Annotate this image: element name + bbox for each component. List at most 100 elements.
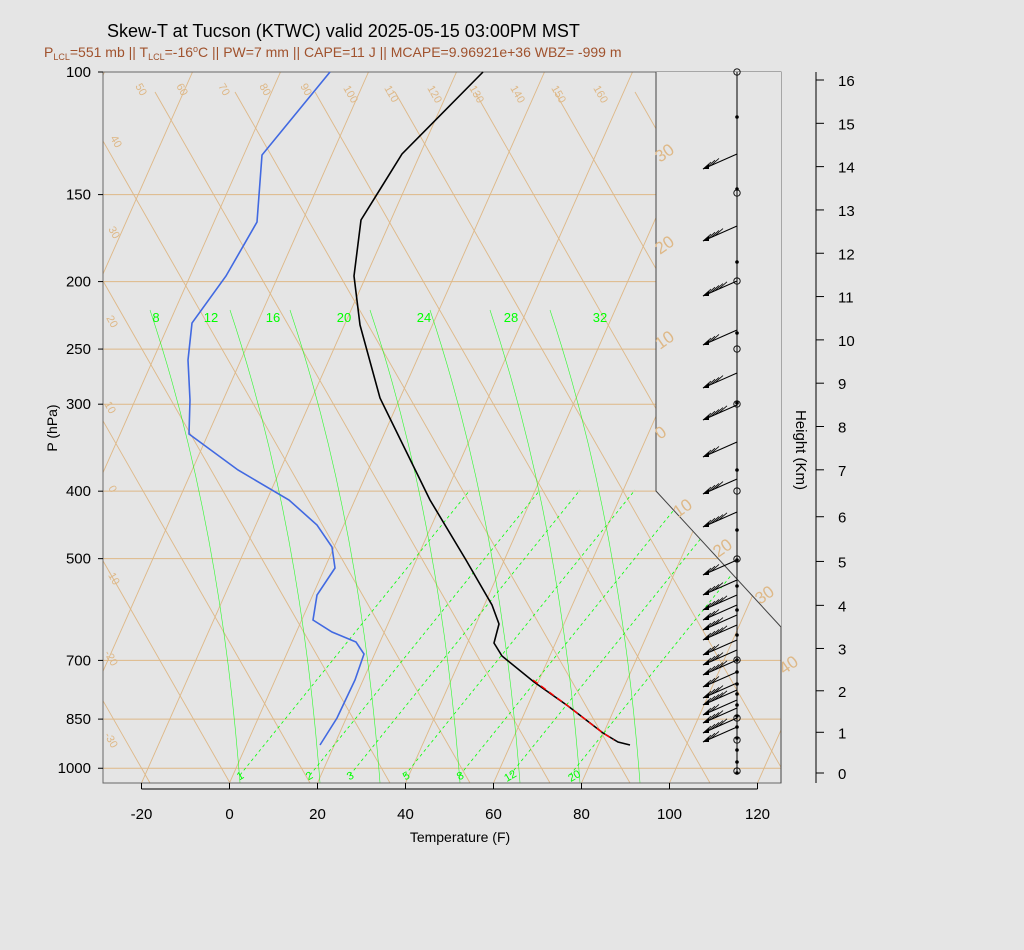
height-tick-label: 5	[838, 554, 846, 571]
wind-barb-flag	[702, 380, 712, 389]
wind-barb-flag	[702, 486, 712, 495]
isotherm-label: 70	[215, 82, 232, 99]
degree-sign: o	[193, 44, 199, 54]
wind-barb-flag	[714, 375, 724, 383]
wind-barb-flag	[710, 694, 720, 702]
wind-barb-flag	[714, 617, 724, 625]
x-tick-label: 60	[485, 806, 502, 823]
dry-adiabat-label: 20	[103, 314, 120, 331]
isotherm-label: 100	[340, 84, 360, 106]
mixing-ratio-label: 2	[304, 770, 315, 783]
wind-barb-pennant	[703, 660, 709, 665]
wind-barb-flag	[714, 627, 724, 635]
height-tick-label: 11	[838, 290, 854, 307]
wind-barb-flag	[714, 685, 724, 693]
wind-barb	[702, 478, 738, 495]
wind-barb-pennant	[703, 625, 709, 630]
y-tick-label: 300	[66, 396, 91, 413]
x-tick-label: 80	[573, 806, 590, 823]
wind-barb-flag	[710, 516, 720, 524]
wind-barb-flag	[714, 692, 724, 700]
isotherm-line	[103, 72, 281, 474]
y-axis-label: P (hPa)	[44, 404, 60, 451]
mixing-ratio-label: 5	[401, 770, 412, 783]
wind-barb-flag	[702, 647, 712, 656]
wind-barb	[702, 329, 738, 346]
wind-barb-flag	[702, 337, 712, 346]
wind-barb-flag	[710, 377, 720, 385]
mixing-ratio-line	[239, 489, 471, 776]
wind-barb-pennant	[703, 340, 709, 345]
mixing-ratio-line	[349, 489, 581, 776]
wind-barb-pennant	[703, 737, 709, 742]
wind-barb-pennant	[703, 236, 709, 241]
wind-barb-flag	[702, 612, 712, 621]
mixing-ratio-line	[569, 512, 781, 776]
wind-barb	[702, 594, 738, 611]
wind-level-dot	[735, 528, 739, 532]
isotherm-label: 140	[507, 84, 527, 106]
wind-barb	[702, 511, 738, 528]
wind-barb-pennant	[703, 650, 709, 655]
wind-level-dot	[735, 260, 739, 264]
dry-adiabat-label: -30	[101, 731, 119, 751]
mixing-ratio-label: 3	[345, 770, 356, 783]
wind-barb-flag	[714, 652, 724, 660]
wind-barb-flag	[710, 599, 720, 607]
isotherm-line	[0, 72, 17, 783]
wind-barb-flag	[702, 622, 712, 631]
wind-barb-flag	[702, 233, 712, 242]
wind-barb-flag	[702, 690, 712, 699]
isotherm-line	[317, 72, 633, 783]
wind-level-dot	[735, 608, 739, 612]
wind-barb	[702, 717, 738, 734]
isotherm-label: 60	[173, 82, 190, 99]
wind-level-circle	[733, 656, 741, 664]
wind-barb-pennant	[703, 452, 709, 457]
moist-adiabat-line	[289, 309, 381, 783]
wind-barb-flag	[710, 619, 720, 627]
mixing-ratio-label: 8	[455, 770, 466, 783]
y-tick-label: 1000	[58, 760, 91, 777]
mixing-ratio-line	[309, 489, 541, 776]
height-tick-label: 7	[838, 463, 846, 480]
wind-barb-pennant	[703, 383, 709, 388]
km-label: 40	[775, 652, 801, 678]
y-tick-label: 850	[66, 711, 91, 728]
dry-adiabat-line	[103, 559, 231, 783]
isotherm-label: 80	[256, 82, 273, 99]
height-tick-label: 16	[838, 73, 855, 90]
wind-level-dot	[735, 703, 739, 707]
wind-barb-flag	[718, 405, 728, 414]
wind-barb	[702, 280, 738, 297]
isotherm-label: 90	[297, 82, 314, 99]
x-axis-label: Temperature (F)	[410, 829, 510, 845]
t-lcl-label: TLCL	[139, 44, 165, 62]
isotherm-line	[103, 72, 369, 673]
wind-barb-pennant	[703, 615, 709, 620]
wind-barb-flag	[702, 602, 712, 611]
wind-barb-flag	[710, 722, 720, 730]
wind-barb-flag	[714, 662, 724, 670]
wind-level-dot	[735, 115, 739, 119]
dry-adiabat-line	[314, 91, 711, 783]
dry-adiabat-line	[795, 92, 1024, 783]
wind-barb-flag	[710, 564, 720, 572]
height-tick-label: 3	[838, 641, 846, 658]
wind-barb-flag	[714, 582, 724, 590]
y-tick-label: 700	[66, 652, 91, 669]
wind-barb-flag	[710, 230, 720, 238]
wind-barb-flag	[714, 407, 724, 415]
wind-barb-flag	[702, 412, 712, 421]
wind-barb-flag	[718, 625, 728, 634]
wind-barb-flag	[710, 409, 720, 417]
wind-level-circle	[733, 714, 741, 722]
wind-barb-flag	[710, 712, 720, 720]
moist-adiabat-line	[229, 309, 321, 783]
wind-level-circle	[733, 767, 741, 775]
parcel-line	[532, 679, 615, 741]
wind-barb	[702, 671, 738, 688]
wind-barb-flag	[702, 567, 712, 576]
wetbulb-label: 32	[593, 310, 607, 325]
